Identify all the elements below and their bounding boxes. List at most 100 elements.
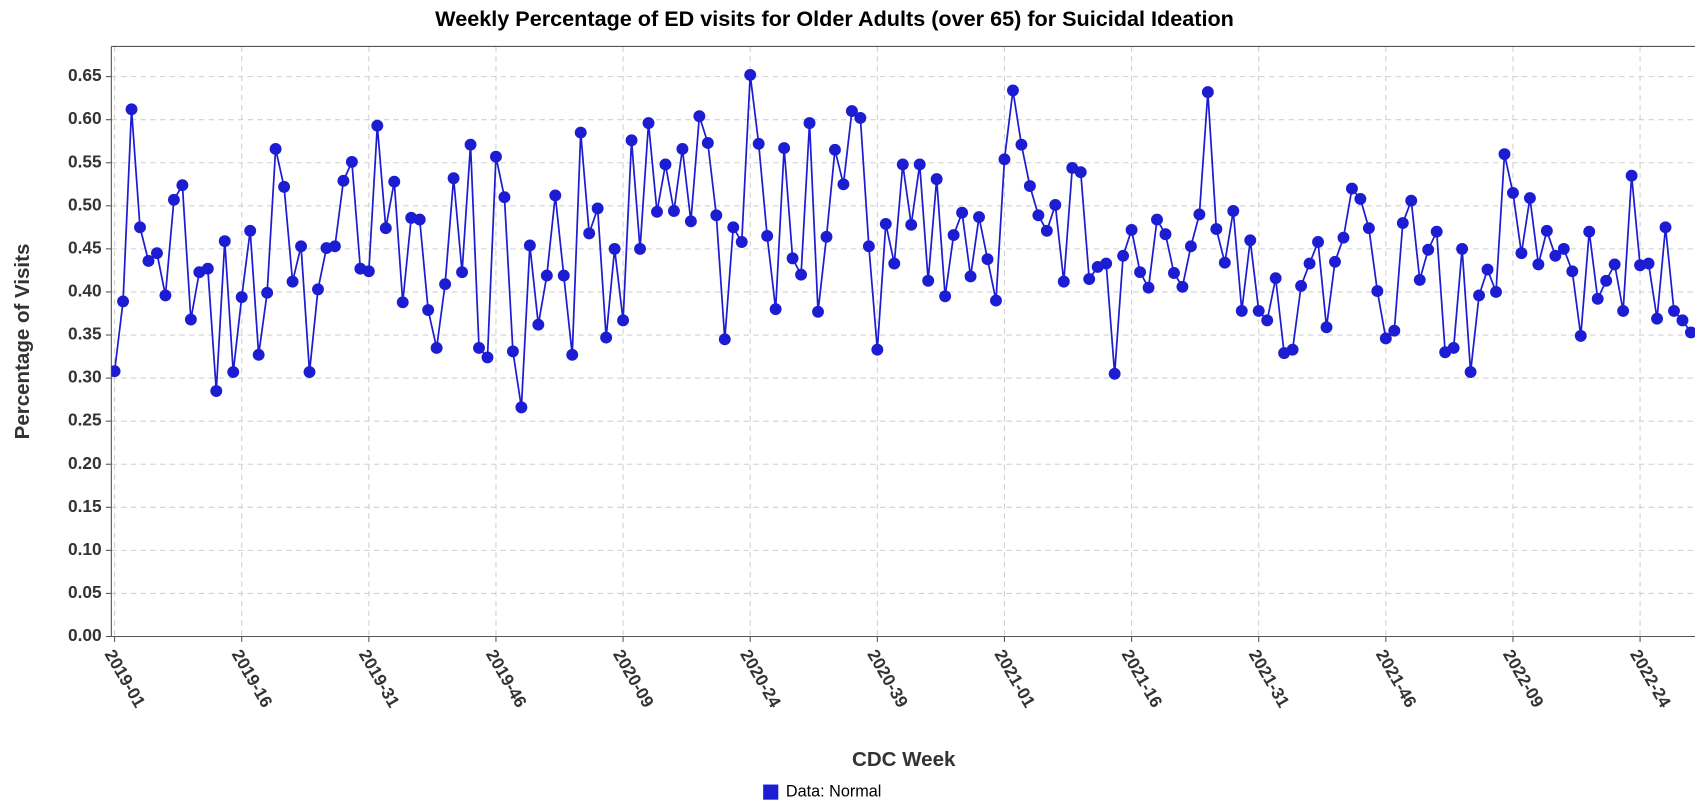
x-tick-label: 2021-01 <box>991 646 1040 711</box>
data-point <box>1379 332 1392 345</box>
data-point <box>1651 312 1663 325</box>
data-point <box>1320 321 1333 334</box>
data-point <box>506 345 519 358</box>
data-point <box>888 257 901 270</box>
data-point <box>1040 224 1053 237</box>
data-point <box>303 366 316 379</box>
data-point <box>625 134 638 147</box>
data-point <box>1193 208 1206 221</box>
data-point <box>278 180 291 193</box>
data-point <box>769 303 782 316</box>
data-point <box>778 142 791 155</box>
chart-title: Weekly Percentage of ED visits for Older… <box>435 6 1234 31</box>
data-point <box>1659 221 1672 234</box>
data-point <box>1557 242 1570 255</box>
data-point <box>1396 217 1409 229</box>
data-point <box>269 143 282 155</box>
data-point <box>761 230 774 242</box>
y-axis-title: Percentage of Visits <box>11 244 34 440</box>
data-point <box>1456 242 1469 255</box>
data-point <box>1218 256 1231 269</box>
data-point <box>939 290 952 303</box>
data-point <box>134 221 146 234</box>
data-point <box>184 313 197 326</box>
data-point <box>1566 265 1579 278</box>
data-point <box>812 305 824 318</box>
x-tick-label: 2019-16 <box>228 646 277 711</box>
y-tick-label: 0.25 <box>68 410 102 430</box>
data-point <box>1430 225 1443 238</box>
x-tick-label: 2019-46 <box>482 646 531 711</box>
data-point <box>845 105 858 118</box>
data-point <box>252 348 265 361</box>
plot-area <box>111 46 1695 637</box>
data-point <box>1422 243 1435 256</box>
data-point <box>481 351 494 364</box>
data-point <box>295 240 307 253</box>
data-point <box>1312 236 1324 248</box>
data-point <box>447 172 460 185</box>
data-point <box>490 150 502 163</box>
y-tick-label: 0.50 <box>68 194 102 214</box>
data-point <box>803 117 816 130</box>
data-point <box>659 158 672 171</box>
data-point <box>701 136 714 149</box>
data-point <box>1159 228 1172 241</box>
data-point <box>574 126 587 139</box>
y-tick-label: 0.35 <box>68 324 102 344</box>
data-point <box>337 174 350 187</box>
data-point <box>1473 289 1486 302</box>
data-point <box>718 333 731 346</box>
data-point <box>1176 280 1189 293</box>
y-tick-label: 0.15 <box>68 496 102 516</box>
data-point <box>1532 258 1545 271</box>
data-point <box>1362 222 1375 235</box>
data-point <box>456 266 469 279</box>
data-point <box>1583 225 1596 238</box>
y-tick-label: 0.45 <box>68 237 102 257</box>
y-tick-label: 0.10 <box>68 539 102 559</box>
x-tick-label: 2021-16 <box>1118 646 1167 711</box>
data-point <box>371 119 384 132</box>
data-point <box>829 143 841 156</box>
data-point <box>1668 304 1680 317</box>
data-point <box>1303 257 1316 270</box>
data-point <box>557 269 570 282</box>
x-tick-label: 2020-24 <box>736 646 785 711</box>
data-point <box>1151 213 1163 226</box>
data-point <box>973 211 985 223</box>
data-point <box>549 189 562 202</box>
data-point <box>1591 292 1604 305</box>
data-point <box>176 179 189 192</box>
data-point <box>1481 263 1494 276</box>
data-point <box>905 218 918 231</box>
data-point <box>1540 224 1553 237</box>
data-point <box>125 103 138 116</box>
data-point <box>151 247 163 260</box>
data-point <box>1049 199 1062 211</box>
x-tick-label: 2022-09 <box>1499 646 1548 711</box>
x-tick-label: 2020-09 <box>609 646 658 711</box>
data-point <box>396 296 409 309</box>
y-tick-label: 0.30 <box>68 367 102 387</box>
data-point <box>422 304 435 316</box>
data-point <box>854 112 867 124</box>
data-point <box>1388 324 1401 337</box>
data-point <box>744 68 757 81</box>
data-point <box>600 331 613 344</box>
data-point <box>922 274 935 287</box>
data-point <box>117 295 130 308</box>
data-point <box>1023 180 1036 192</box>
data-point <box>1184 240 1197 253</box>
x-tick-label: 2022-24 <box>1626 646 1675 711</box>
data-point <box>667 205 680 217</box>
data-point <box>1227 205 1240 217</box>
data-point <box>871 343 884 356</box>
data-point <box>227 366 240 379</box>
data-point <box>218 235 231 248</box>
data-point <box>1523 192 1536 205</box>
legend-swatch <box>763 784 779 800</box>
data-point <box>1676 314 1689 327</box>
data-point <box>1329 255 1341 268</box>
data-point <box>1134 266 1147 279</box>
